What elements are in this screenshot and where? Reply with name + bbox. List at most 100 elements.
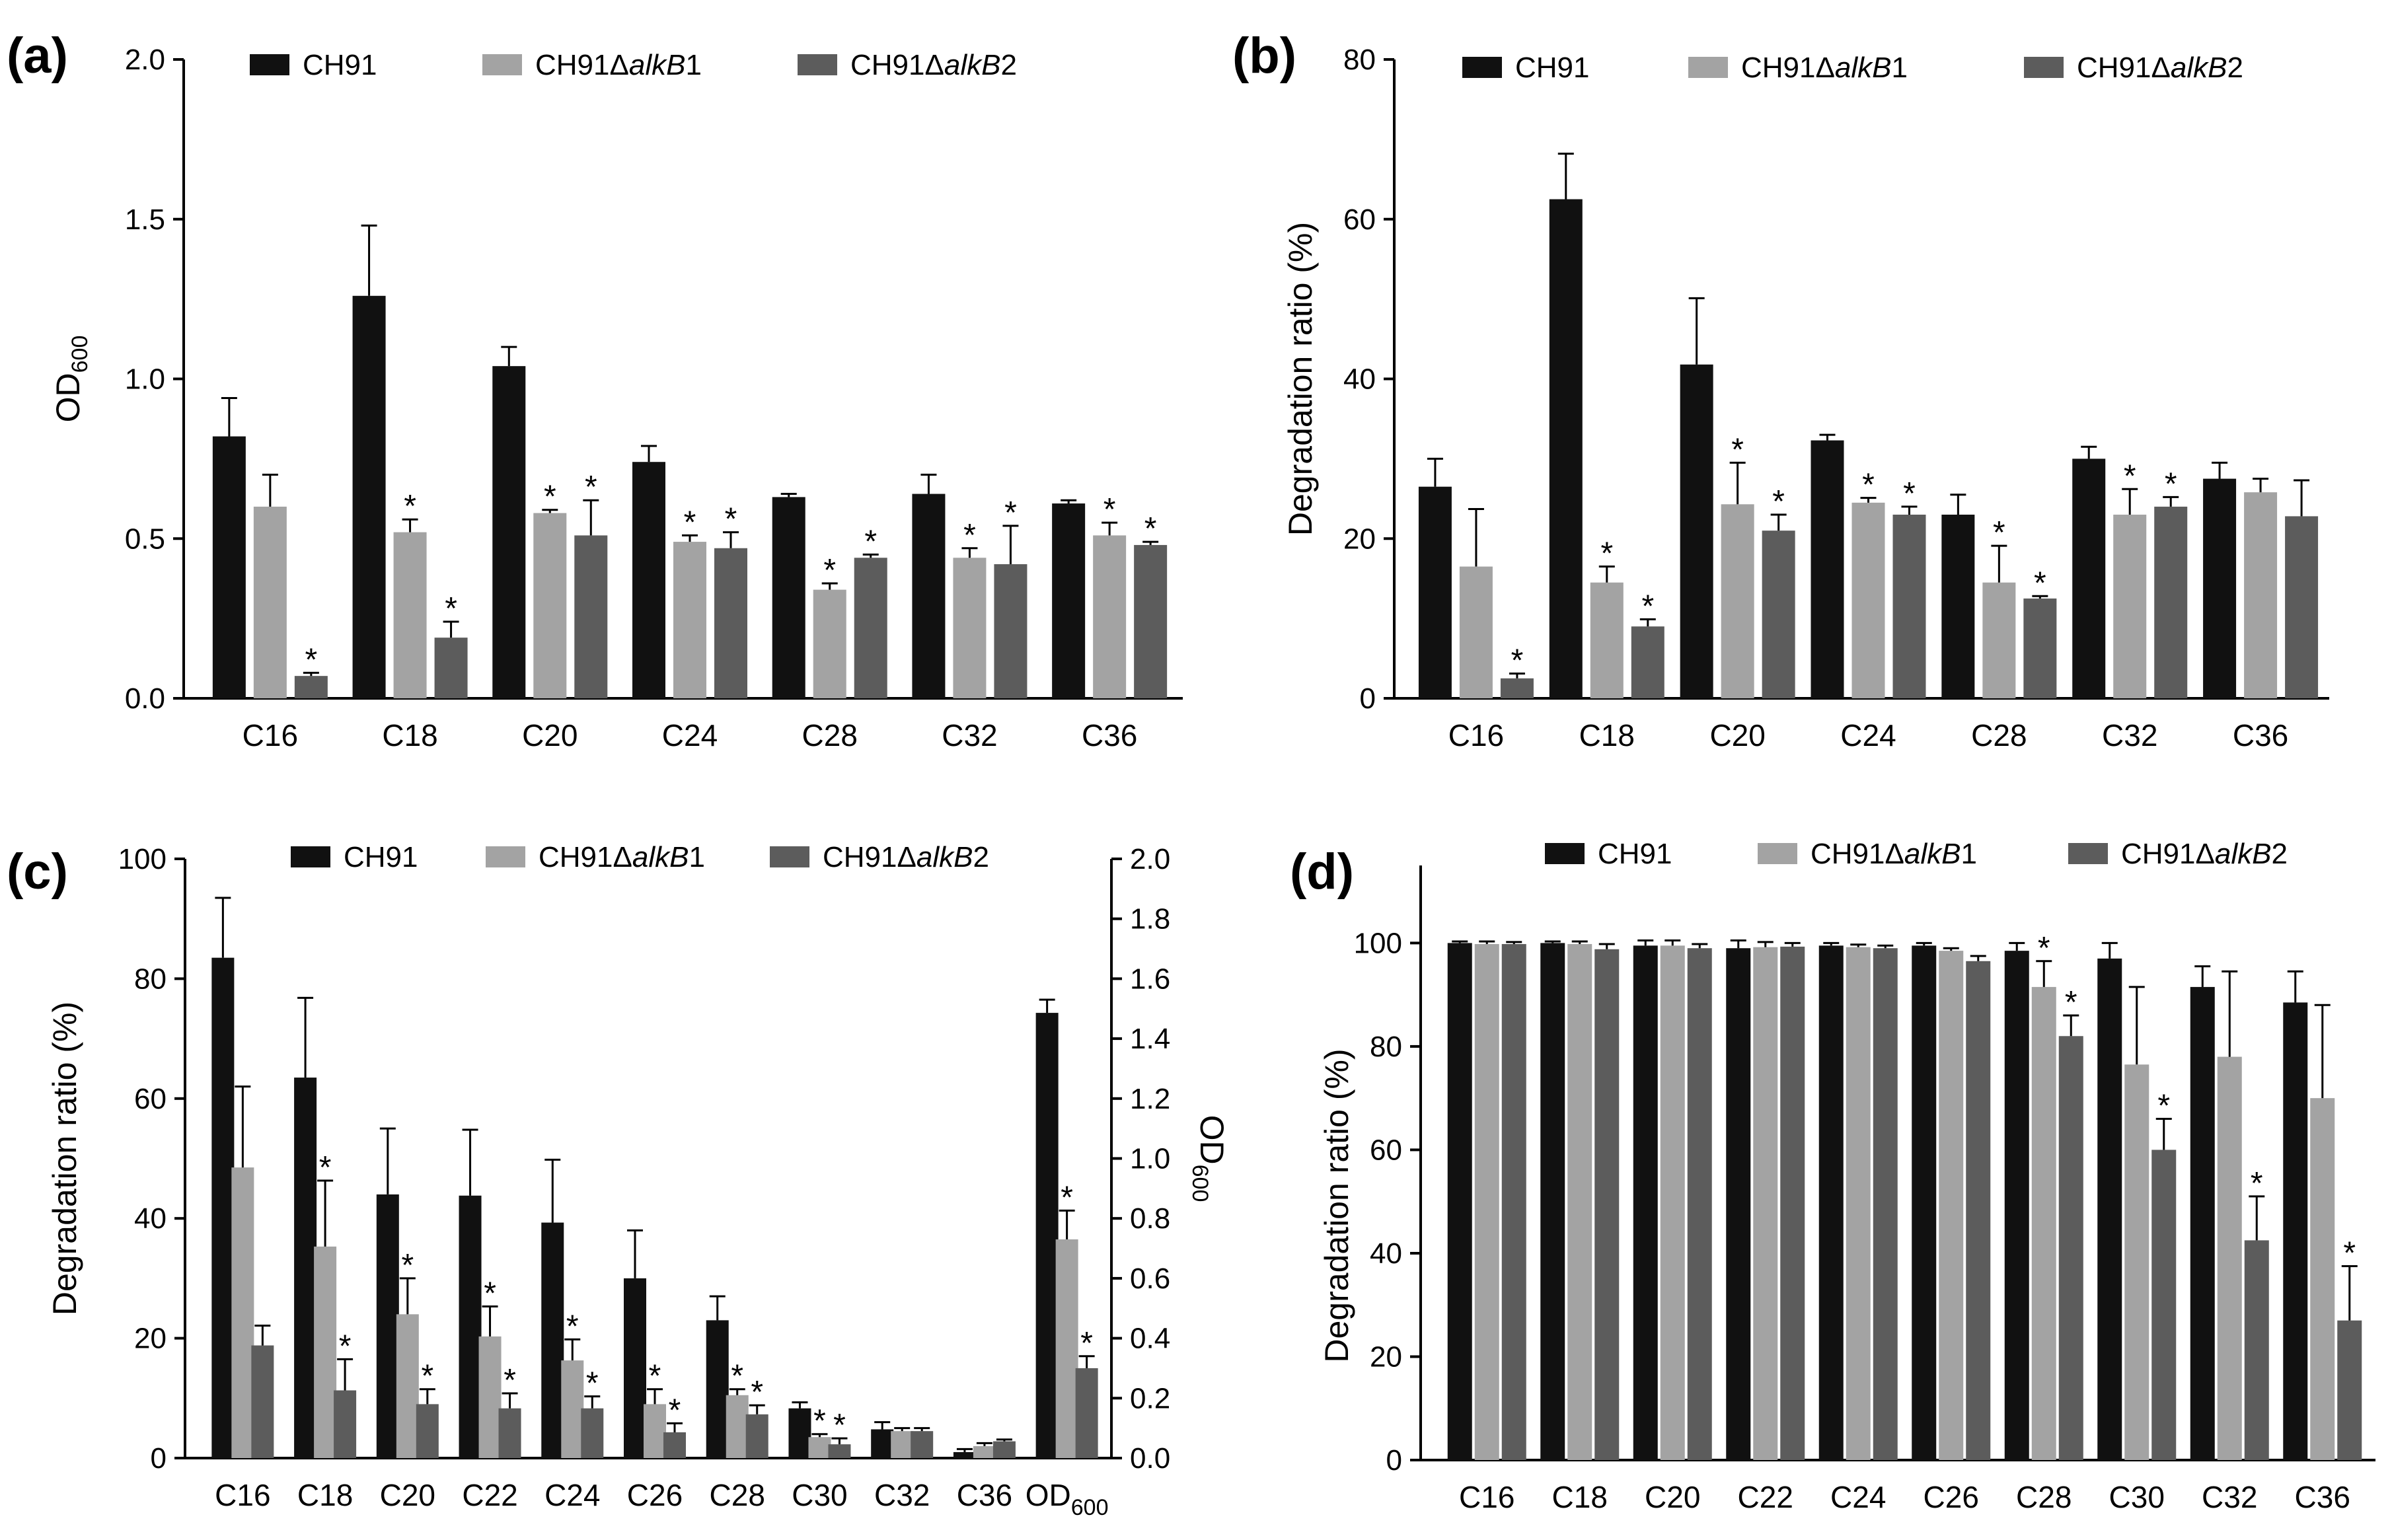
panel-c: (c) 0 20 40 60 80 100 0.0 0.2 0.4 0.6 0.8 1.0 1.2 1.4 1… <box>7 841 1230 1520</box>
y-tick-label: 60 <box>1343 203 1376 236</box>
y2-tick-label: 1.6 <box>1130 963 1170 995</box>
significance-star: * <box>401 1248 414 1283</box>
legend-swatch-ch91-delta-alkb1 <box>1758 843 1797 864</box>
significance-star: * <box>586 1366 599 1401</box>
significance-star: * <box>1511 643 1524 678</box>
bar-ch91-c32 <box>2190 986 2215 1460</box>
significance-star: * <box>305 642 318 677</box>
x-tick-label-c24: C24 <box>1840 718 1896 752</box>
bar-ch91-delta-alkb2-c36 <box>2337 1320 2362 1460</box>
panel-d: (d) 0 20 40 60 80 100 Degradation ratio (%) CH91… <box>1290 838 2375 1514</box>
bar-ch91-c24 <box>1818 945 1844 1460</box>
y2-tick-label: 1.4 <box>1130 1023 1170 1055</box>
bar-ch91-delta-alkb2-c16 <box>1500 678 1534 698</box>
x-tick-label-c20: C20 <box>1645 1480 1700 1514</box>
bar-ch91-delta-alkb2-c18 <box>334 1390 357 1458</box>
significance-star: * <box>2034 566 2046 601</box>
bar-ch91-delta-alkb2-c26 <box>663 1432 686 1458</box>
y-axis-title: Degradation ratio (%) <box>1282 222 1319 536</box>
y-tick-label: 40 <box>134 1202 167 1235</box>
bar-ch91-delta-alkb2-c30 <box>2151 1150 2177 1460</box>
bar-ch91-delta-alkb1-c28 <box>813 589 846 698</box>
legend-swatch-ch91-delta-alkb1 <box>482 54 522 75</box>
bar-ch91-delta-alkb2-c24 <box>714 548 747 698</box>
x-tick-label-c22: C22 <box>462 1478 517 1512</box>
significance-star: * <box>1144 511 1157 546</box>
y2-tick-label: 1.2 <box>1130 1083 1170 1115</box>
bar-ch91-delta-alkb1-c24 <box>673 542 706 698</box>
bar-ch91-delta-alkb1-c20 <box>533 513 567 698</box>
x-tick-label-c30: C30 <box>792 1478 847 1512</box>
bar-ch91-delta-alkb1-c16 <box>1459 566 1493 698</box>
legend-label-ch91: CH91 <box>344 841 418 873</box>
significance-star: * <box>669 1393 681 1428</box>
bar-ch91-delta-alkb2-c16 <box>294 676 328 698</box>
significance-star: * <box>1103 492 1116 527</box>
bar-ch91-delta-alkb2-c16 <box>1501 943 1526 1460</box>
significance-star: * <box>2157 1088 2170 1123</box>
significance-star: * <box>1993 515 2005 550</box>
bar-ch91-delta-alkb2-c22 <box>1780 946 1805 1460</box>
significance-star: * <box>319 1150 332 1185</box>
x-tick-label-c16: C16 <box>243 718 298 752</box>
significance-star: * <box>1080 1326 1093 1361</box>
legend-swatch-ch91 <box>250 54 289 75</box>
x-tick-label-c24: C24 <box>544 1478 600 1512</box>
bar-ch91-c24 <box>541 1222 564 1458</box>
bar-ch91-delta-alkb2-c24 <box>581 1408 604 1458</box>
bar-ch91-c32 <box>871 1429 894 1458</box>
legend-swatch-ch91-delta-alkb2 <box>770 846 809 867</box>
y-tick-label: 1.0 <box>125 363 165 396</box>
bar-ch91-c20 <box>492 366 526 698</box>
x-tick-label-c32: C32 <box>2102 718 2157 752</box>
bar-ch91-delta-alkb2-c32 <box>994 564 1028 698</box>
significance-star: * <box>864 524 877 559</box>
bar-ch91-c22 <box>1726 948 1751 1460</box>
legend-label-ch91-delta-alkb2: CH91ΔalkB2 <box>823 841 989 873</box>
bar-ch91-delta-alkb1-c30 <box>2124 1064 2149 1460</box>
x-tick-label-c36: C36 <box>2295 1480 2350 1514</box>
bar-ch91-delta-alkb2-c36 <box>1134 544 1168 698</box>
x-tick-label-od: OD600 <box>1026 1478 1109 1520</box>
bar-ch91-delta-alkb2-c28 <box>2058 1036 2083 1460</box>
bar-ch91-delta-alkb2-c30 <box>828 1444 851 1458</box>
significance-star: * <box>1600 536 1613 571</box>
bar-ch91-delta-alkb1-c20 <box>1721 504 1754 698</box>
legend-swatch-ch91-delta-alkb2 <box>2024 57 2064 78</box>
bar-ch91-c20 <box>376 1194 399 1458</box>
bar-ch91-c28 <box>2004 951 2029 1460</box>
bar-ch91-delta-alkb1-c24 <box>561 1360 584 1458</box>
legend-swatch-ch91 <box>1462 57 1502 78</box>
x-tick-label-c32: C32 <box>942 718 997 752</box>
bar-ch91-delta-alkb2-c20 <box>1762 531 1795 698</box>
bar-ch91-delta-alkb1-c18 <box>1590 582 1624 698</box>
significance-star: * <box>833 1408 846 1443</box>
bar-ch91-delta-alkb1-c32 <box>953 558 987 698</box>
bar-ch91-delta-alkb2-c26 <box>1966 961 1991 1460</box>
x-tick-label-c16: C16 <box>1448 718 1504 752</box>
significance-star: * <box>339 1329 352 1364</box>
x-tick-label-c36: C36 <box>1082 718 1137 752</box>
bar-ch91-delta-alkb1-c36 <box>1093 535 1127 698</box>
y2-axis-title: OD600 <box>1187 1115 1230 1202</box>
bar-ch91-delta-alkb1-c18 <box>314 1246 337 1458</box>
legend-label-ch91-delta-alkb2: CH91ΔalkB2 <box>850 49 1017 81</box>
significance-star: * <box>813 1404 826 1439</box>
bar-ch91-c20 <box>1680 364 1713 698</box>
bar-ch91-delta-alkb1-c30 <box>808 1437 831 1458</box>
bar-ch91-c16 <box>1418 486 1452 698</box>
bar-ch91-delta-alkb1-c26 <box>1939 951 1964 1460</box>
bar-ch91-od <box>1035 1013 1059 1458</box>
y-tick-label: 80 <box>1370 1031 1402 1063</box>
y-tick-label: 20 <box>134 1323 167 1355</box>
legend-swatch-ch91 <box>1545 843 1585 864</box>
panel-b: (b) 0 20 40 60 80 Degradation ratio (%) CH91 CH9… <box>1232 28 2329 752</box>
legend-swatch-ch91-delta-alkb1 <box>1688 57 1728 78</box>
y-tick-label: 1.5 <box>125 203 165 236</box>
bar-ch91-c24 <box>632 462 665 698</box>
bar-ch91-delta-alkb2-c16 <box>251 1345 274 1458</box>
legend-label-ch91: CH91 <box>1598 838 1672 870</box>
y-tick-label: 20 <box>1370 1340 1402 1373</box>
bar-ch91-delta-alkb2-c22 <box>498 1408 521 1458</box>
